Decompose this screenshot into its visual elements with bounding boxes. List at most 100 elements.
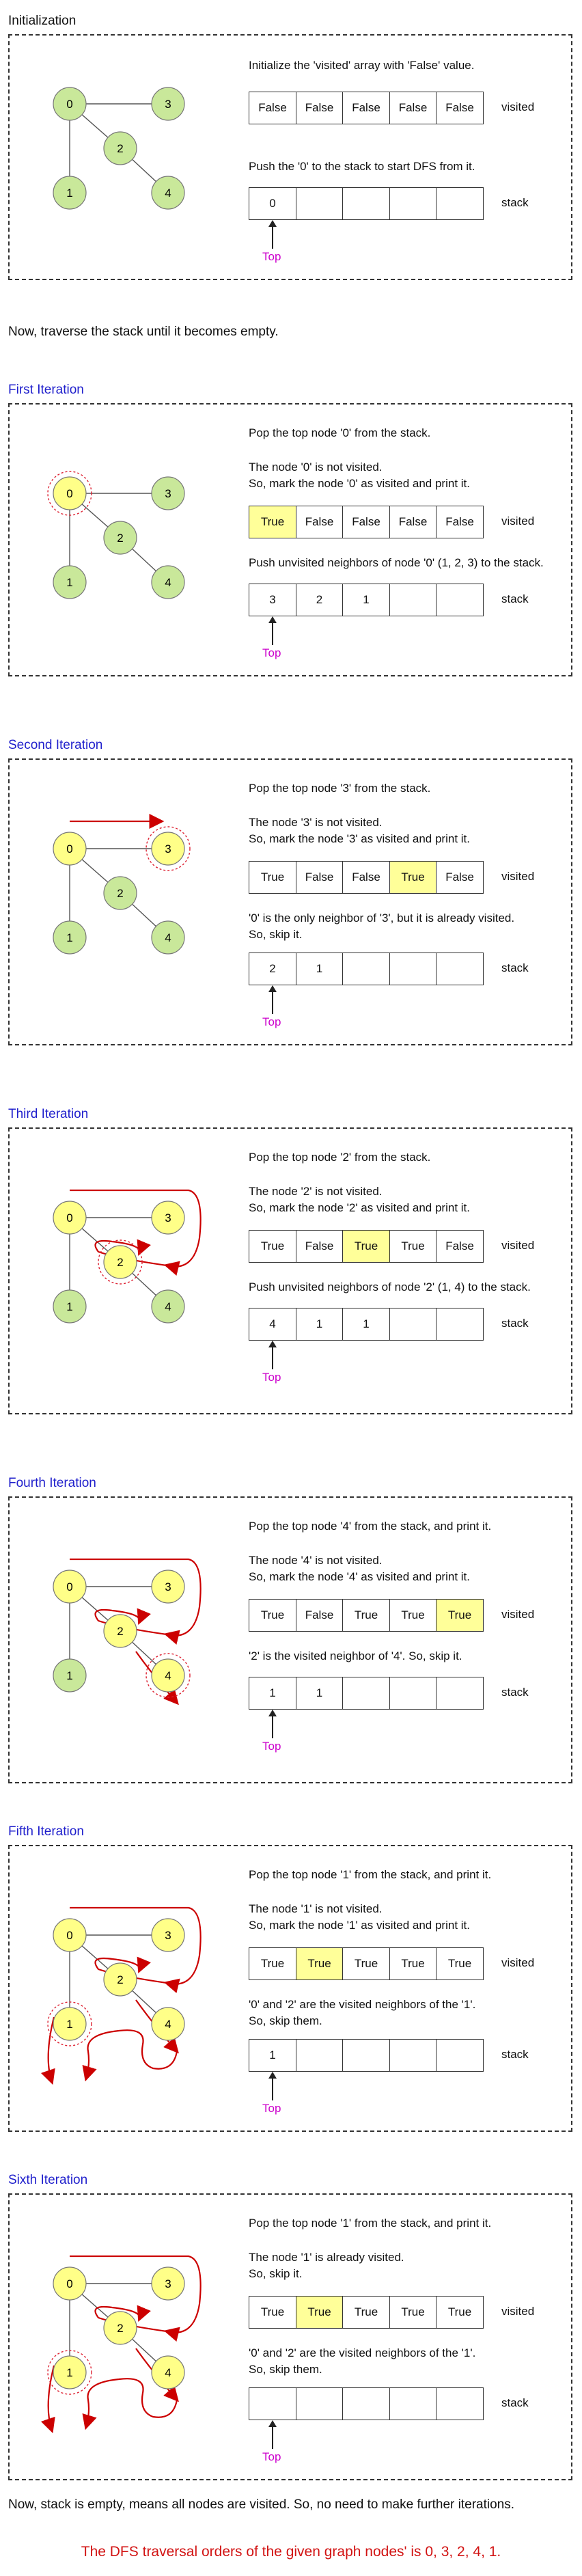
top-label: Top [262,250,281,263]
description-text: The node '0' is not visited. So, mark th… [249,461,470,490]
description-text: Pop the top node '1' from the stack, and… [249,1868,492,1881]
stack-array-cell: 1 [295,953,344,985]
visited-array-cell: True [389,861,437,894]
visited-array-cell: True [436,2296,484,2329]
node-label: 1 [66,931,72,944]
unvisited-node [53,565,87,599]
visited-array-cell: True [389,1599,437,1632]
top-pointer [268,220,277,249]
stack-array-cell [389,2039,437,2072]
iteration-panel: 0 1 2 3 4 Pop the top node '1' from the stack… [8,1845,572,2132]
stack-array-label: stack [501,1317,529,1330]
visited-node [151,832,185,866]
stack-array-cell [342,1677,390,1710]
top-label: Top [262,1371,281,1384]
visited-array-label: visited [501,1608,535,1621]
node-label: 3 [165,1929,171,1942]
description-text: '0' and '2' are the visited neighbors of… [249,1998,476,2027]
visited-array-label: visited [501,1956,535,1969]
visited-node [151,2355,185,2389]
stack-array-cell [389,1308,437,1341]
stack-array-label: stack [501,2396,529,2409]
visited-array-cell: True [249,506,296,538]
unvisited-node [103,131,137,165]
visited-array: False False False False False [249,92,484,124]
unvisited-node [103,521,137,555]
unvisited-node [151,476,185,510]
stack-array-cell [436,2387,484,2420]
visited-array-label: visited [501,100,535,113]
stack-array-cell: 1 [249,1677,296,1710]
top-pointer [268,616,277,645]
visited-array-cell: True [295,2296,344,2329]
node-label: 2 [117,1256,123,1269]
visited-array: True False True True False [249,1230,484,1263]
node-label: 3 [165,1211,171,1224]
unvisited-node [53,1289,87,1324]
visited-node [151,1570,185,1604]
node-label: 0 [66,1929,72,1942]
description-text: Pop the top node '4' from the stack, and… [249,1520,492,1533]
section-title: Fifth Iteration [8,1824,84,1839]
stack-array-cell [436,584,484,616]
stack-array-label: stack [501,592,529,605]
traversal-arrow [40,2016,55,2085]
visited-node [103,2311,137,2345]
visited-array-cell: True [342,1230,390,1263]
node-label: 0 [66,487,72,500]
description-text: Pop the top node '1' from the stack, and… [249,2217,492,2230]
final-result: The DFS traversal orders of the given gr… [81,2544,501,2560]
node-label: 3 [165,98,171,111]
top-pointer [268,985,277,1014]
iteration-panel: 0 1 2 3 4 Pop the top node '3' from the stack… [8,758,572,1045]
description-text: Pop the top node '2' from the stack. [249,1151,431,1164]
visited-array-cell: False [389,506,437,538]
stack-array-label: stack [501,2048,529,2061]
stack-array-cell: 1 [295,1308,344,1341]
current-node-ring [146,1653,191,1698]
section-title: Third Iteration [8,1107,89,1121]
node-label: 3 [165,2277,171,2290]
node-label: 2 [117,1625,123,1638]
graph: 0 1 2 3 4 [53,87,185,210]
stack-array-cell [389,187,437,220]
node-label: 2 [117,142,123,155]
node-label: 4 [165,187,171,200]
visited-node [151,2007,185,2041]
stack-array-cell [389,2387,437,2420]
visited-array-cell: False [436,506,484,538]
visited-array-cell: False [436,92,484,124]
description-text: Initialize the 'visited' array with 'Fal… [249,59,475,72]
top-pointer [268,1710,277,1738]
stack-array-cell [436,2039,484,2072]
stack-array-cell [389,584,437,616]
unvisited-node [53,176,87,210]
visited-node [151,1658,185,1693]
visited-array-cell: True [389,2296,437,2329]
stack-array-cell [389,1677,437,1710]
node-label: 0 [66,842,72,855]
visited-array-cell: True [249,1947,296,1980]
current-node-ring [47,2350,92,2395]
stack-array-cell [436,1308,484,1341]
visited-array-cell: True [295,1947,344,1980]
empty-stack-note: Now, stack is empty, means all nodes are… [8,2497,515,2512]
unvisited-node [103,876,137,910]
visited-node [151,1918,185,1952]
section-title: Second Iteration [8,738,103,752]
node-label: 4 [165,576,171,589]
node-label: 1 [66,576,72,589]
graph: 0 1 2 3 4 [53,814,191,955]
stack-array-cell [436,953,484,985]
unvisited-node [53,87,87,121]
top-label: Top [262,2102,281,2115]
visited-array-cell: False [436,1230,484,1263]
stack-array [249,2387,484,2420]
iteration-panel: 0 1 2 3 4 Pop the top node '4' from the stack… [8,1496,572,1783]
current-node-ring [47,2001,92,2046]
visited-array: True False False False False [249,506,484,538]
stack-array-cell [342,2387,390,2420]
node-label: 4 [165,2018,171,2031]
visited-array-label: visited [501,2305,535,2318]
stack-array-cell: 1 [249,2039,296,2072]
